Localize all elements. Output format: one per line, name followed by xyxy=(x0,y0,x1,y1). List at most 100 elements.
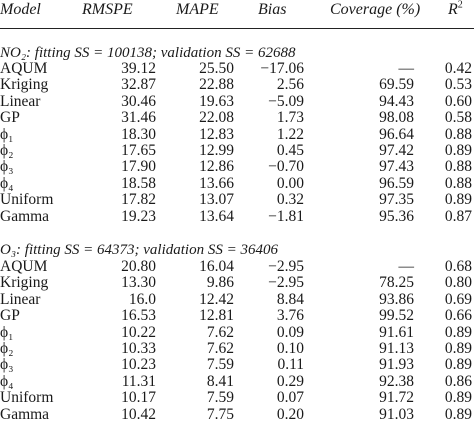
cell-r2: 0.58 xyxy=(444,109,472,127)
cell-rmspe: 32.87 xyxy=(121,76,156,94)
header-model: Model xyxy=(0,1,41,18)
cell-mape: 9.86 xyxy=(206,274,234,292)
cell-coverage: 93.86 xyxy=(379,290,414,308)
header-coverage: Coverage (%) xyxy=(330,1,421,18)
cell-rmspe: 18.58 xyxy=(121,174,156,192)
cell-model: Gamma xyxy=(0,405,50,423)
cell-bias: −2.95 xyxy=(268,274,304,292)
cell-coverage: 92.38 xyxy=(379,372,414,390)
cell-rmspe: 10.42 xyxy=(121,405,156,423)
cell-rmspe: 11.31 xyxy=(121,372,156,390)
cell-model: ϕ₄ xyxy=(0,174,14,192)
cell-r2: 0.89 xyxy=(444,389,472,407)
table-row: GP 31.46 22.08 1.73 98.08 0.58 xyxy=(0,109,474,126)
cell-model: Gamma xyxy=(0,207,50,225)
cell-r2: 0.89 xyxy=(444,323,472,341)
cell-rmspe: 10.33 xyxy=(121,340,156,357)
table-row: AQUM 39.12 25.50 −17.06 — 0.42 xyxy=(0,60,474,77)
cell-mape: 16.04 xyxy=(199,258,234,275)
cell-coverage: 97.43 xyxy=(379,158,414,176)
table-row: ϕ₄ 18.58 13.66 0.00 96.59 0.88 xyxy=(0,175,474,192)
cell-mape: 12.99 xyxy=(199,142,234,159)
cell-model: Uniform xyxy=(0,389,54,407)
cell-r2: 0.80 xyxy=(444,274,472,292)
cell-coverage: 97.35 xyxy=(379,191,414,209)
header-bias: Bias xyxy=(258,1,287,18)
cell-coverage: 95.36 xyxy=(379,207,414,225)
table-row: Uniform 17.82 13.07 0.32 97.35 0.89 xyxy=(0,191,474,208)
cell-bias: −1.81 xyxy=(268,207,304,225)
cell-coverage: 94.43 xyxy=(379,92,414,110)
table-row: ϕ₃ 10.23 7.59 0.11 91.93 0.89 xyxy=(0,356,474,373)
table-row: Gamma 10.42 7.75 0.20 91.03 0.89 xyxy=(0,406,474,423)
cell-model: AQUM xyxy=(0,60,48,77)
cell-coverage: 91.13 xyxy=(379,340,414,357)
section-title: O₃: fitting SS = 64373; validation SS = … xyxy=(0,242,278,258)
cell-bias: 1.73 xyxy=(276,109,304,127)
cell-bias: −0.70 xyxy=(268,158,304,176)
cell-mape: 7.62 xyxy=(206,340,234,357)
cell-model: Kriging xyxy=(0,76,49,94)
cell-coverage: 99.52 xyxy=(379,307,414,325)
cell-mape: 25.50 xyxy=(199,60,234,77)
cell-r2: 0.69 xyxy=(444,290,472,308)
cell-bias: 0.20 xyxy=(276,405,304,423)
cell-model: ϕ₃ xyxy=(0,356,14,374)
table-row: Kriging 13.30 9.86 −2.95 78.25 0.80 xyxy=(0,274,474,291)
cell-r2: 0.89 xyxy=(444,142,472,159)
cell-model: ϕ₂ xyxy=(0,142,14,159)
cell-r2: 0.86 xyxy=(444,372,472,390)
cell-bias: 2.56 xyxy=(276,76,304,94)
cell-rmspe: 10.23 xyxy=(121,356,156,374)
cell-coverage: 96.64 xyxy=(379,125,414,143)
cell-coverage: — xyxy=(398,60,415,77)
table-row: GP 16.53 12.81 3.76 99.52 0.66 xyxy=(0,307,474,324)
header-r2-superscript: 2 xyxy=(457,0,463,11)
header-r2-base: R xyxy=(448,1,458,18)
table-row: ϕ₁ 18.30 12.83 1.22 96.64 0.88 xyxy=(0,126,474,143)
table-row: Linear 16.0 12.42 8.84 93.86 0.69 xyxy=(0,291,474,308)
table-row: ϕ₄ 11.31 8.41 0.29 92.38 0.86 xyxy=(0,373,474,390)
cell-coverage: 96.59 xyxy=(379,174,414,192)
cell-rmspe: 13.30 xyxy=(121,274,156,292)
cell-rmspe: 16.53 xyxy=(121,307,156,325)
cell-model: Uniform xyxy=(0,191,54,209)
cell-bias: 3.76 xyxy=(276,307,304,325)
table-row: ϕ₃ 17.90 12.86 −0.70 97.43 0.88 xyxy=(0,158,474,175)
cell-coverage: 98.08 xyxy=(379,109,414,127)
cell-model: AQUM xyxy=(0,258,48,275)
table-row: ϕ₂ 10.33 7.62 0.10 91.13 0.89 xyxy=(0,340,474,357)
cell-bias: 8.84 xyxy=(276,290,304,308)
table-row: ϕ₁ 10.22 7.62 0.09 91.61 0.89 xyxy=(0,324,474,341)
cell-model: ϕ₃ xyxy=(0,158,14,176)
cell-r2: 0.88 xyxy=(444,158,472,176)
cell-model: Linear xyxy=(0,290,41,308)
cell-bias: 0.11 xyxy=(277,356,304,374)
cell-r2: 0.87 xyxy=(444,207,472,225)
cell-mape: 7.59 xyxy=(206,356,234,374)
cell-rmspe: 17.82 xyxy=(121,191,156,209)
cell-model: Kriging xyxy=(0,274,49,292)
cell-rmspe: 16.0 xyxy=(128,290,156,308)
cell-mape: 19.63 xyxy=(199,92,234,110)
cell-coverage: 91.93 xyxy=(379,356,414,374)
cell-bias: 0.00 xyxy=(276,174,304,192)
table-row: Kriging 32.87 22.88 2.56 69.59 0.53 xyxy=(0,76,474,93)
cell-bias: 0.45 xyxy=(276,142,304,159)
cell-bias: 1.22 xyxy=(276,125,304,143)
cell-r2: 0.89 xyxy=(444,340,472,357)
cell-mape: 13.66 xyxy=(199,174,234,192)
cell-coverage: 91.61 xyxy=(379,323,414,341)
header-rule xyxy=(0,28,474,29)
cell-model: ϕ₁ xyxy=(0,323,14,341)
header-rmspe: RMSPE xyxy=(82,1,133,18)
cell-rmspe: 30.46 xyxy=(121,92,156,110)
cell-mape: 12.83 xyxy=(199,125,234,143)
cell-bias: −5.09 xyxy=(268,92,304,110)
cell-coverage: — xyxy=(398,258,415,275)
cell-coverage: 69.59 xyxy=(379,76,414,94)
cell-r2: 0.53 xyxy=(444,76,472,94)
section-title: NO₂: fitting SS = 100138; validation SS … xyxy=(0,45,296,61)
cell-bias: 0.29 xyxy=(276,372,304,390)
cell-mape: 22.88 xyxy=(199,76,234,94)
